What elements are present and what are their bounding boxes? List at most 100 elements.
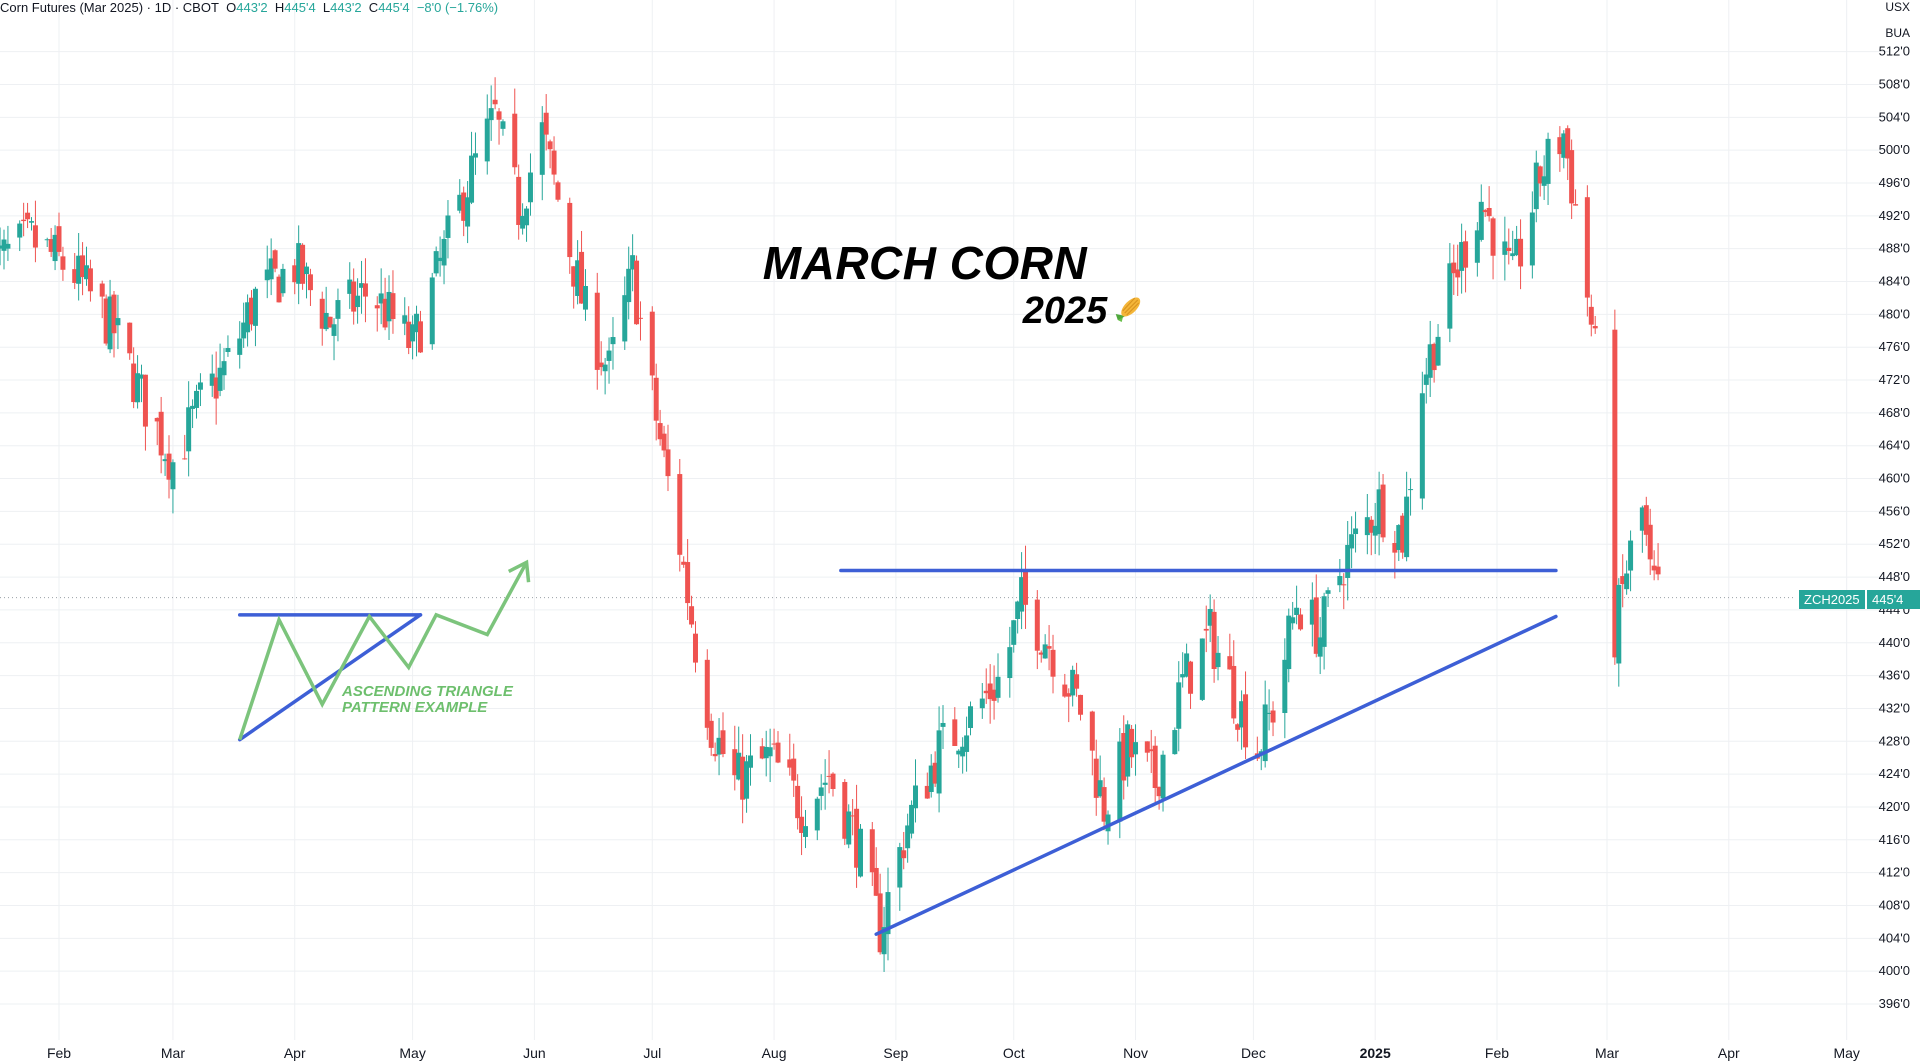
change-value: −8'0 (−1.76%) xyxy=(416,0,499,15)
candle xyxy=(1211,599,1217,683)
y-tick-label: 488'0 xyxy=(1879,241,1910,256)
candle-body xyxy=(135,373,141,403)
candle-body xyxy=(484,118,490,162)
candle xyxy=(441,230,447,285)
candle xyxy=(1203,605,1209,653)
candle-body xyxy=(221,361,227,376)
candle xyxy=(1133,724,1139,776)
candle xyxy=(1325,587,1331,608)
candle-body xyxy=(712,753,718,757)
candle-body xyxy=(1459,242,1465,271)
candle xyxy=(221,348,227,390)
candle xyxy=(127,322,133,360)
candle-body xyxy=(472,153,478,158)
candle xyxy=(48,227,54,257)
candle-body xyxy=(1435,336,1441,366)
candle xyxy=(276,274,282,303)
candle xyxy=(280,263,286,297)
x-tick-label: May xyxy=(399,1045,425,1061)
candle-body xyxy=(76,255,82,284)
candle-body xyxy=(637,317,643,319)
candle xyxy=(469,131,475,205)
candle xyxy=(940,705,946,749)
candle xyxy=(822,759,828,810)
candle-body xyxy=(355,295,361,308)
candle-body xyxy=(429,277,435,345)
candle-body xyxy=(1368,519,1374,533)
candle xyxy=(1034,590,1040,670)
candle-body xyxy=(991,689,997,701)
low-label: L xyxy=(322,0,331,15)
candle-body xyxy=(685,562,691,604)
quantity-unit[interactable]: BUA xyxy=(1885,26,1910,40)
candle-body xyxy=(359,283,365,288)
candle-body xyxy=(1451,262,1457,274)
symbol-title[interactable]: Corn Futures (Mar 2025) · 1D · CBOT xyxy=(0,0,219,15)
candle-body xyxy=(1463,241,1469,268)
candle-body xyxy=(1541,176,1547,186)
candle xyxy=(1286,608,1292,683)
candle xyxy=(437,236,443,277)
candle xyxy=(1309,582,1315,647)
candle xyxy=(818,774,824,811)
candle-body xyxy=(1199,638,1205,700)
candle-body xyxy=(1078,694,1084,715)
candle xyxy=(1156,786,1162,810)
candle xyxy=(1176,661,1182,752)
candle-body xyxy=(276,276,282,303)
candle xyxy=(1011,620,1017,653)
candle-body xyxy=(465,197,471,227)
candle-body xyxy=(1160,754,1166,799)
candle-body xyxy=(547,141,553,150)
candle-body xyxy=(488,108,494,121)
candle-body xyxy=(979,698,985,709)
candle xyxy=(1038,650,1044,663)
annotation-line-2: PATTERN EXAMPLE xyxy=(342,699,488,716)
candle-body xyxy=(799,816,805,833)
candle-body xyxy=(1133,742,1139,755)
candle xyxy=(1655,543,1661,581)
candle xyxy=(630,234,636,292)
candle-body xyxy=(417,321,423,353)
candle-body xyxy=(60,256,66,270)
candle-body xyxy=(1121,733,1127,781)
candle-body xyxy=(818,787,824,796)
candle-body xyxy=(292,265,298,283)
candle xyxy=(154,417,160,446)
candle-body xyxy=(1034,599,1040,651)
candle xyxy=(225,335,231,357)
candle xyxy=(1423,357,1429,404)
candle-body xyxy=(1325,590,1331,594)
candle-body xyxy=(913,785,919,809)
candle-body xyxy=(626,268,632,303)
candle xyxy=(964,716,970,772)
candle xyxy=(327,316,333,328)
candle-body xyxy=(139,374,145,379)
candle xyxy=(1239,690,1245,750)
candle-body xyxy=(1172,730,1178,755)
candle-body xyxy=(653,377,659,421)
candle xyxy=(103,294,109,346)
candle xyxy=(1019,552,1025,630)
currency-unit[interactable]: USX xyxy=(1885,0,1910,14)
candle-body xyxy=(72,269,78,283)
candle xyxy=(547,139,553,169)
candle xyxy=(539,106,545,201)
candle xyxy=(759,738,765,760)
candle xyxy=(1046,625,1052,671)
candle-body xyxy=(1624,573,1630,590)
candle-body xyxy=(877,893,883,953)
candle-body xyxy=(873,867,879,896)
candle xyxy=(858,824,864,878)
candle xyxy=(665,424,671,492)
candle xyxy=(1298,608,1304,631)
candle-body xyxy=(1117,741,1123,822)
chart-subtitle-line: 2025 xyxy=(1023,290,1144,334)
y-tick-label: 500'0 xyxy=(1879,142,1910,157)
candle-body xyxy=(1227,656,1233,670)
candle-body xyxy=(1353,528,1359,535)
candle-body xyxy=(1211,611,1217,669)
candle-body xyxy=(634,260,640,325)
candle xyxy=(846,804,852,849)
candle xyxy=(323,286,329,332)
